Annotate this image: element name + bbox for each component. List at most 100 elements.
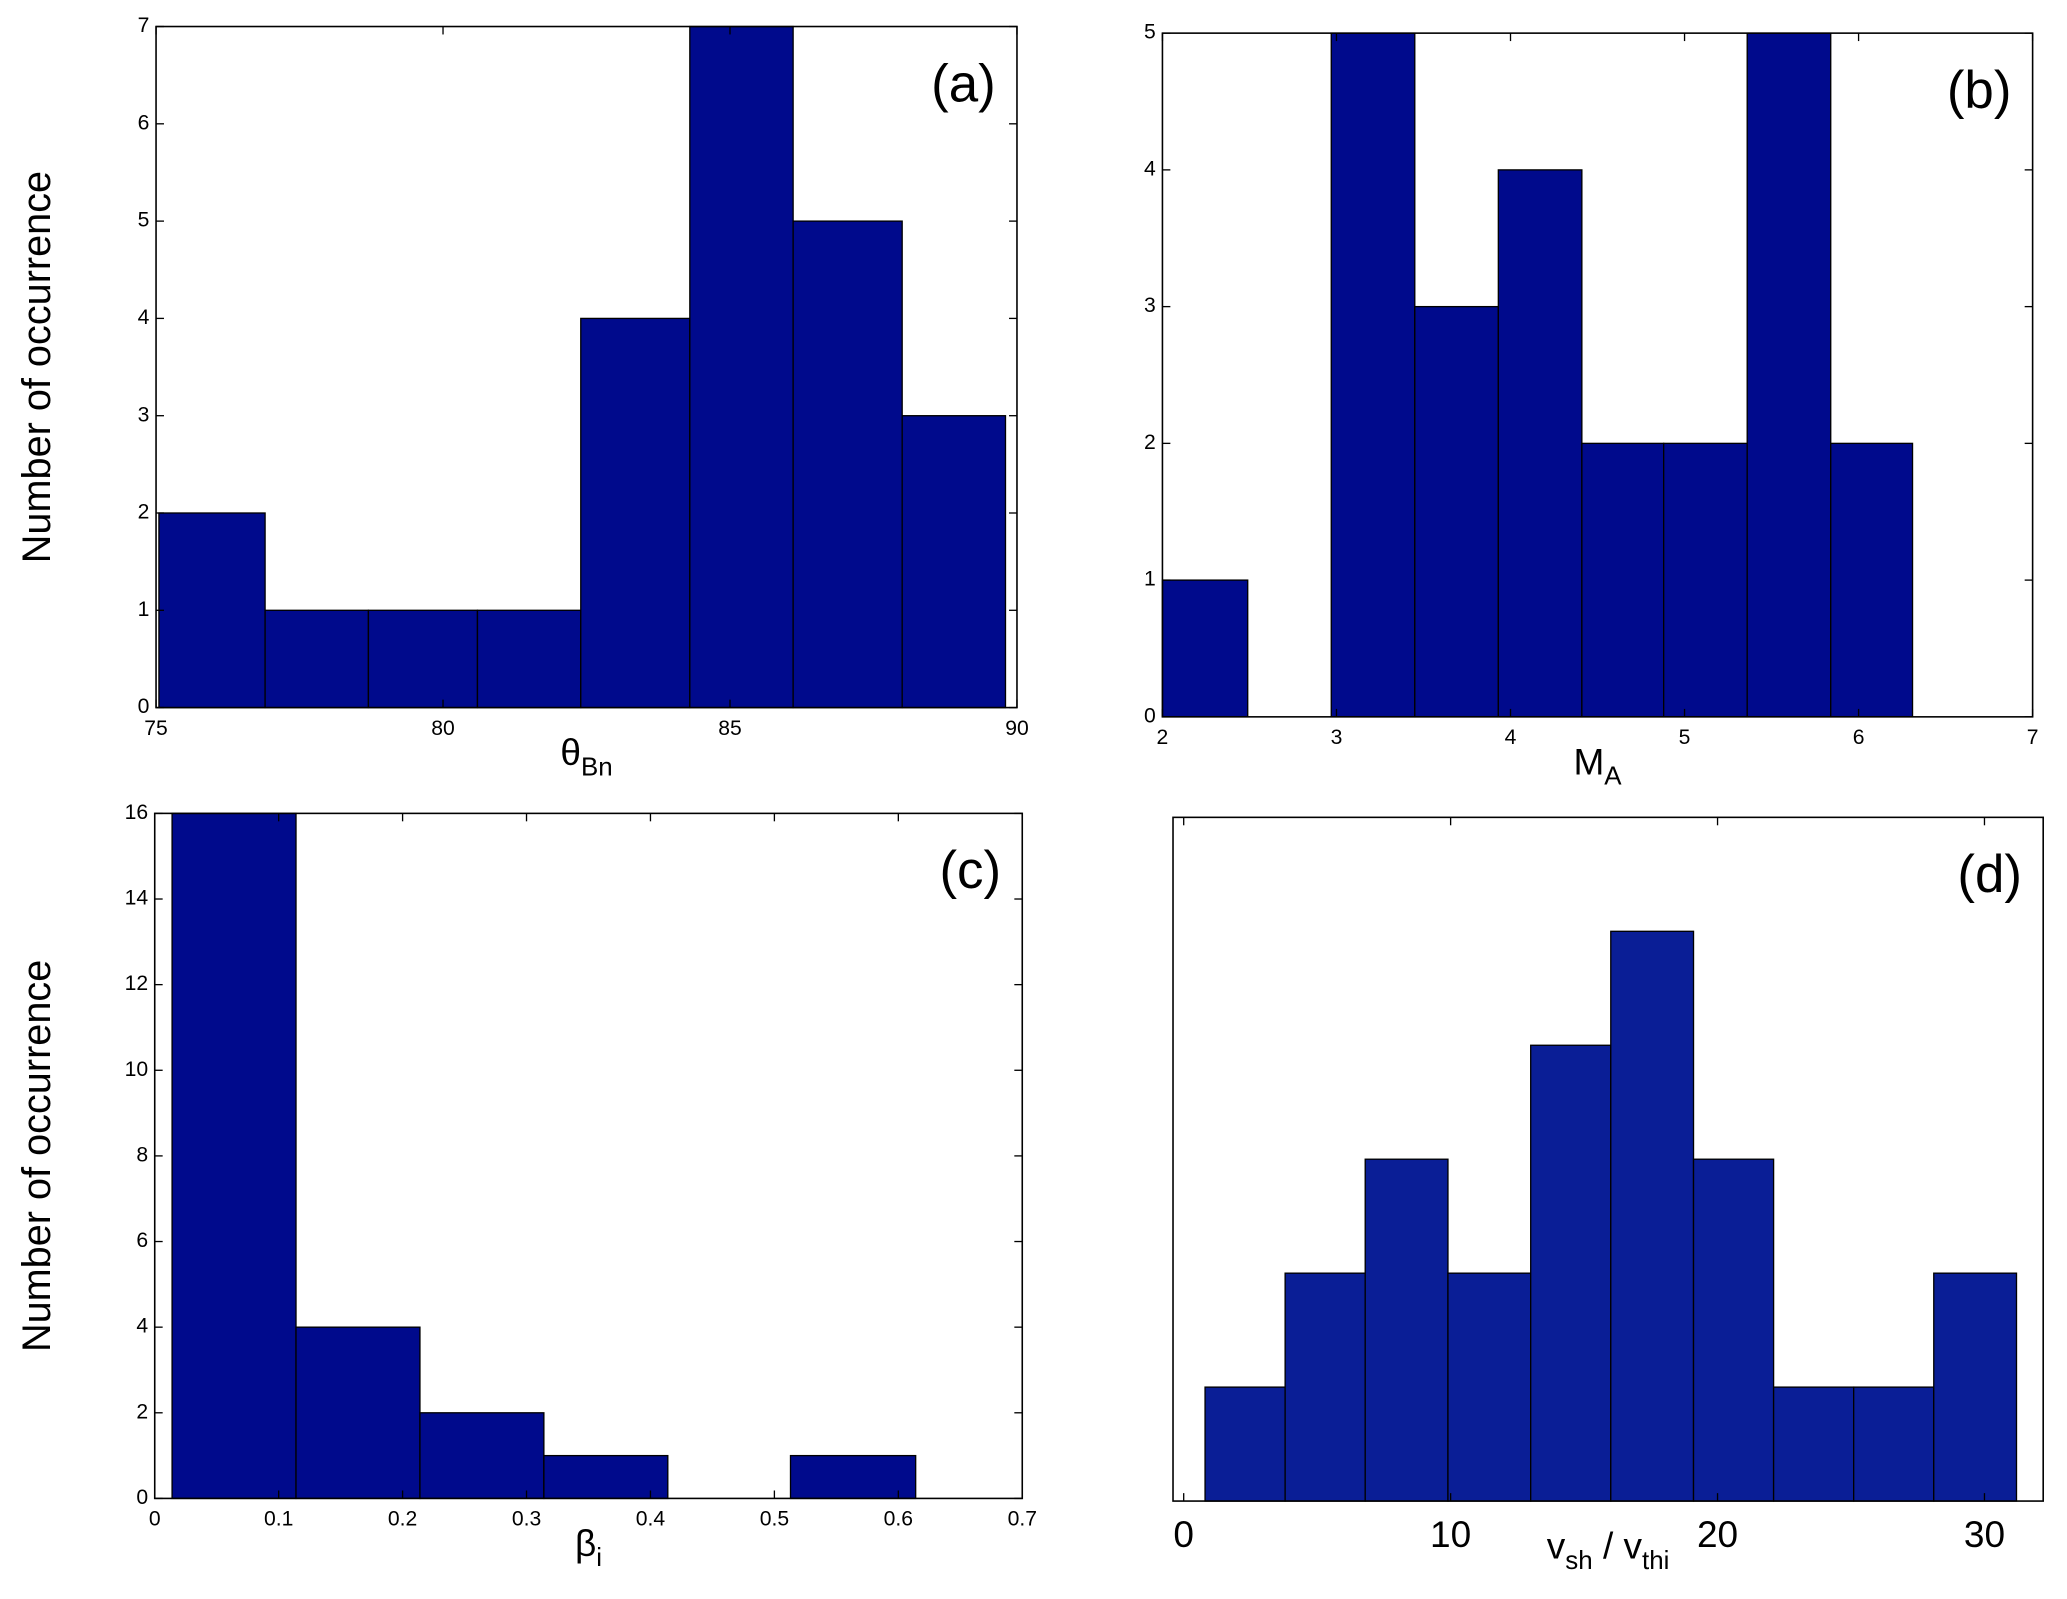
x-tick-label: 2 <box>1157 726 1169 749</box>
bar <box>171 812 297 1500</box>
x-tick-label: 85 <box>718 717 742 740</box>
bar <box>1414 305 1499 718</box>
x-axis-label-part: v <box>1547 1524 1566 1566</box>
x-tick-label: 0.3 <box>512 1508 541 1531</box>
x-axis-label-subscript: A <box>1604 763 1622 791</box>
x-tick-label: 90 <box>1005 717 1029 740</box>
bar <box>580 317 691 709</box>
bar <box>1161 579 1249 718</box>
bar <box>367 609 479 709</box>
bar <box>1497 169 1583 718</box>
x-tick-label: 5 <box>1679 726 1691 749</box>
panel: 0 0.1 0.2 0.3 0.4 0.5 0.6 0.7 0 2 4 6 8 10 12 14 16 (c) Nu… <box>15 801 1037 1572</box>
x-axis-label-subscript: thi <box>1642 1547 1669 1575</box>
bar <box>901 415 1007 709</box>
y-tick-label: 5 <box>138 209 150 232</box>
y-tick-label: 7 <box>138 14 150 37</box>
x-tick-label: 0.5 <box>760 1508 789 1531</box>
x-tick-label: 0.1 <box>264 1508 293 1531</box>
panel-label: (d) <box>1957 845 2022 904</box>
bar <box>1772 1386 1855 1502</box>
y-tick-label: 10 <box>125 1058 149 1081</box>
x-axis-label: MA <box>1573 740 1622 790</box>
bar <box>792 220 903 709</box>
y-tick-label: 1 <box>1144 568 1156 591</box>
x-axis-label-subscript: i <box>596 1544 602 1572</box>
x-tick-label: 75 <box>144 717 168 740</box>
y-tick-label: 2 <box>1144 431 1156 454</box>
bar <box>1610 930 1695 1502</box>
x-axis-label: βi <box>575 1522 602 1572</box>
y-tick-label: 1 <box>138 598 150 621</box>
y-tick-label: 0 <box>136 1486 148 1509</box>
x-axis-label-part: / v <box>1593 1524 1643 1566</box>
y-tick-label: 6 <box>136 1229 148 1252</box>
bar <box>476 609 582 709</box>
x-axis-label-subscript: Bn <box>581 753 613 781</box>
bar <box>1204 1386 1286 1502</box>
x-axis-label-part: M <box>1573 740 1604 782</box>
x-axis-label: vsh / vthi <box>1547 1524 1670 1574</box>
bar <box>158 512 266 709</box>
x-tick-label: 20 <box>1697 1513 1738 1555</box>
bar <box>543 1454 669 1500</box>
y-tick-label: 4 <box>138 306 150 329</box>
bar <box>295 1326 421 1500</box>
x-tick-label: 6 <box>1853 726 1865 749</box>
bar <box>1447 1272 1532 1502</box>
x-tick-label: 0 <box>1173 1513 1194 1555</box>
bar <box>1853 1386 1935 1502</box>
x-tick-label: 10 <box>1430 1513 1471 1555</box>
y-tick-label: 5 <box>1144 21 1156 44</box>
x-tick-label: 0.2 <box>388 1508 417 1531</box>
axes-box <box>1161 32 2034 718</box>
panel-label: (b) <box>1947 61 2012 120</box>
bar <box>1284 1272 1366 1502</box>
y-axis-label: Number of occurrence <box>15 960 59 1352</box>
bar <box>789 1454 917 1500</box>
bar <box>1746 32 1832 718</box>
x-axis-label-part: β <box>575 1522 596 1564</box>
y-tick-label: 0 <box>1144 704 1156 727</box>
y-tick-label: 14 <box>125 887 149 910</box>
x-axis-label: θBn <box>560 731 612 781</box>
bar <box>1692 1158 1775 1502</box>
bar <box>1663 442 1748 718</box>
y-tick-label: 0 <box>138 695 150 718</box>
bar <box>1330 32 1416 718</box>
y-tick-label: 4 <box>136 1315 148 1338</box>
x-tick-label: 80 <box>431 717 455 740</box>
x-tick-label: 0.6 <box>884 1508 913 1531</box>
bar <box>1830 442 1914 718</box>
bar <box>1933 1272 2018 1502</box>
x-tick-label: 0.4 <box>636 1508 666 1531</box>
axes-box <box>155 25 1018 709</box>
y-axis-label: Number of occurrence <box>15 171 59 563</box>
x-tick-label: 3 <box>1331 726 1343 749</box>
y-tick-label: 8 <box>136 1143 148 1166</box>
bar <box>419 1412 545 1500</box>
x-tick-label: 30 <box>1964 1513 2005 1555</box>
y-tick-label: 4 <box>1144 157 1156 180</box>
y-tick-label: 3 <box>138 403 150 426</box>
x-tick-label: 0.7 <box>1008 1508 1037 1531</box>
bar <box>1364 1158 1449 1502</box>
x-axis-label-part: θ <box>560 731 581 773</box>
panel: 75 80 85 90 0 1 2 3 4 5 6 7 (a) Number of occurrence θ… <box>15 14 1029 781</box>
bar <box>1581 442 1665 718</box>
y-tick-label: 3 <box>1144 294 1156 317</box>
panel: 2 3 4 5 6 7 0 1 2 3 4 5 (b) MA <box>1144 21 2038 791</box>
x-tick-label: 7 <box>2027 726 2039 749</box>
panel: 0 10 20 30 (d) vsh / vthi <box>1172 816 2044 1575</box>
x-tick-label: 4 <box>1505 726 1517 749</box>
bar <box>264 609 370 709</box>
panel-label: (a) <box>931 54 996 113</box>
y-tick-label: 2 <box>136 1400 148 1423</box>
y-tick-label: 6 <box>138 111 150 134</box>
panel-label: (c) <box>939 841 1001 900</box>
bar <box>1530 1044 1612 1502</box>
y-tick-label: 12 <box>125 972 149 995</box>
axes-box <box>1172 816 2044 1502</box>
y-tick-label: 16 <box>125 801 149 824</box>
